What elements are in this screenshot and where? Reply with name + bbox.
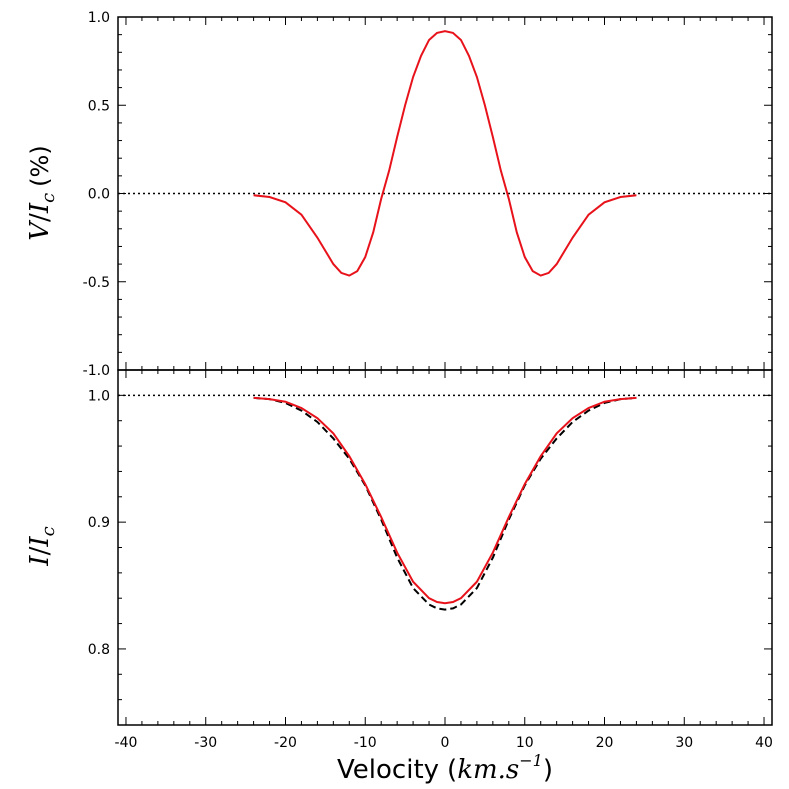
top-ytick-label: 0.5: [88, 98, 110, 114]
xlabel-unit-exp: −1: [519, 751, 543, 770]
bottom-model-curve: [253, 396, 637, 605]
bottom-ylabel-base: I: [25, 536, 55, 548]
bottom-ylabel-sub: c: [38, 526, 59, 536]
xlabel: Velocity (km.s−1): [337, 751, 553, 785]
bottom-ytick-label: 1.0: [88, 388, 110, 404]
top-ylabel-var: V: [25, 220, 55, 241]
bottom-ylabel-var: I: [25, 555, 55, 567]
xtick-label: 40: [755, 735, 773, 751]
xtick-label: -30: [194, 735, 217, 751]
xtick-label: -10: [354, 735, 377, 751]
bottom-ytick-label: 0.9: [88, 515, 110, 531]
bottom-ylabel-slash: /: [25, 546, 55, 555]
top-ylabel-slash: /: [25, 213, 55, 222]
xtick-label: 10: [516, 735, 534, 751]
bottom-ytick-label: 0.8: [88, 642, 110, 658]
bottom-panel-ticks: [118, 369, 772, 726]
xlabel-text: Velocity: [337, 755, 439, 785]
xlabel-open-paren: (: [447, 755, 457, 785]
top-ylabel-base: I: [25, 202, 55, 214]
xtick-labels: -40 -30 -20 -10 0 10 20 30 40: [115, 735, 773, 751]
top-ytick-label: -1.0: [83, 363, 110, 379]
xtick-label: -40: [115, 735, 138, 751]
bottom-ytick-labels: 0.8 0.9 1.0: [88, 388, 110, 658]
top-ylabel: V/Ic (%): [25, 145, 59, 240]
bottom-ylabel: I/Ic: [25, 526, 59, 566]
bottom-observed-curve: [253, 396, 637, 611]
xtick-label: 20: [596, 735, 614, 751]
xtick-label: 30: [675, 735, 693, 751]
top-ytick-label: 0.0: [88, 187, 110, 203]
xlabel-unit-base: km.s: [457, 755, 519, 785]
top-ylabel-unit: (%): [26, 145, 54, 187]
xlabel-close-paren: ): [543, 755, 553, 785]
xtick-label: 0: [441, 735, 450, 751]
top-ytick-label: -0.5: [83, 275, 110, 291]
xtick-label: -20: [274, 735, 297, 751]
top-ytick-label: 1.0: [88, 10, 110, 26]
top-ylabel-sub: c: [38, 193, 59, 203]
top-ytick-labels: -1.0 -0.5 0.0 0.5 1.0: [83, 10, 110, 379]
bottom-panel-frame: [117, 369, 773, 726]
top-model-curve: [253, 30, 637, 277]
